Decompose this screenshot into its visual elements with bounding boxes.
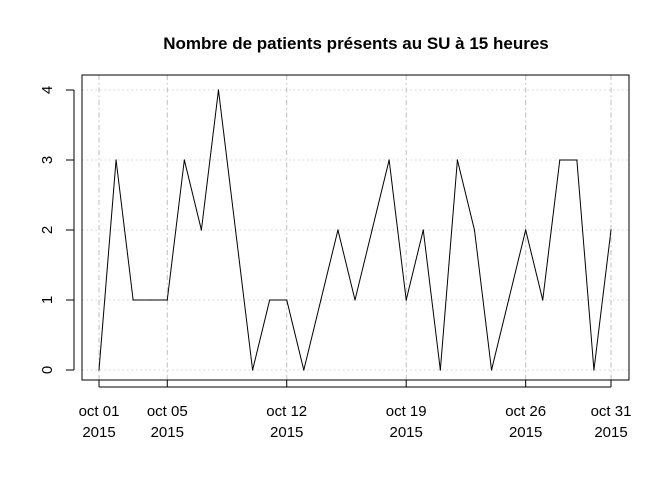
series-segment xyxy=(183,159,202,231)
data-point xyxy=(98,369,100,371)
x-axis: oct 01 2015 oct 05 2015 oct 12 2015 oct 19 2015… xyxy=(79,380,632,441)
series-segment xyxy=(422,229,441,371)
data-point xyxy=(610,229,612,231)
series-segment xyxy=(525,229,544,301)
data-point xyxy=(490,369,493,371)
data-point xyxy=(354,299,356,301)
series-segment xyxy=(371,159,390,231)
y-tick-label: 3 xyxy=(39,156,56,164)
series-segment xyxy=(98,159,117,371)
x-tick-year-label: 2015 xyxy=(390,424,423,441)
data-point xyxy=(405,299,407,301)
series-segment xyxy=(217,89,237,231)
data-point xyxy=(166,299,168,301)
series-segment xyxy=(235,229,254,371)
data-point xyxy=(439,369,441,371)
data-point xyxy=(525,229,527,231)
y-tick-label: 0 xyxy=(39,366,56,374)
series-segment xyxy=(303,299,322,371)
series-segment xyxy=(439,159,458,371)
data-point xyxy=(593,369,595,371)
x-tick-label: oct 12 xyxy=(266,403,307,420)
x-tick-label: oct 31 xyxy=(591,403,632,420)
data-point xyxy=(559,159,561,161)
data-point xyxy=(149,299,151,301)
series-segment xyxy=(542,159,561,301)
x-tick-year-label: 2015 xyxy=(151,424,184,441)
data-point xyxy=(337,229,339,231)
series-segment xyxy=(166,159,185,301)
x-tick-year-label: 2015 xyxy=(594,424,627,441)
x-tick-year-label: 2015 xyxy=(82,424,115,441)
chart-title: Nombre de patients présents au SU à 15 h… xyxy=(163,34,548,53)
series-segment xyxy=(115,159,134,301)
y-tick-label: 1 xyxy=(39,296,56,304)
series-segment xyxy=(320,229,339,301)
data-point xyxy=(132,299,134,301)
x-tick-label: oct 19 xyxy=(386,403,427,420)
data-point xyxy=(183,159,185,161)
data-point xyxy=(115,159,117,161)
data-point xyxy=(576,159,578,161)
series-segment xyxy=(405,229,424,301)
data-point xyxy=(422,229,424,231)
data-point xyxy=(269,299,271,301)
series-segment xyxy=(337,229,356,301)
data-point xyxy=(542,299,544,301)
series-segment xyxy=(593,229,612,371)
data-point xyxy=(456,159,458,161)
series-segment xyxy=(286,299,305,371)
series-segment xyxy=(388,159,407,301)
data-point xyxy=(252,369,254,371)
data-point xyxy=(217,89,220,91)
data-point xyxy=(200,229,202,231)
series-layer xyxy=(98,89,612,371)
data-point xyxy=(320,299,322,301)
data-point xyxy=(303,369,305,371)
data-point xyxy=(234,229,237,231)
x-tick-label: oct 26 xyxy=(505,403,546,420)
x-tick-year-label: 2015 xyxy=(509,424,542,441)
series-segment xyxy=(491,299,510,371)
grid xyxy=(82,75,629,380)
series-segment xyxy=(456,159,475,231)
y-tick-label: 2 xyxy=(39,226,56,234)
x-tick-year-label: 2015 xyxy=(270,424,303,441)
series-segment xyxy=(354,229,373,301)
x-tick-label: oct 05 xyxy=(147,403,188,420)
data-point xyxy=(371,229,373,231)
data-point xyxy=(473,229,476,231)
data-point xyxy=(508,299,510,301)
y-axis: 0 1 2 3 4 xyxy=(39,86,75,374)
series-segment xyxy=(473,229,493,371)
plot-frame xyxy=(81,74,630,381)
data-point xyxy=(286,299,288,301)
series-segment xyxy=(252,299,271,371)
data-point xyxy=(388,159,390,161)
series-segment xyxy=(200,89,219,231)
series-segment xyxy=(576,159,595,371)
series-segment xyxy=(508,229,527,301)
y-tick-label: 4 xyxy=(39,86,56,94)
x-tick-label: oct 01 xyxy=(79,403,120,420)
